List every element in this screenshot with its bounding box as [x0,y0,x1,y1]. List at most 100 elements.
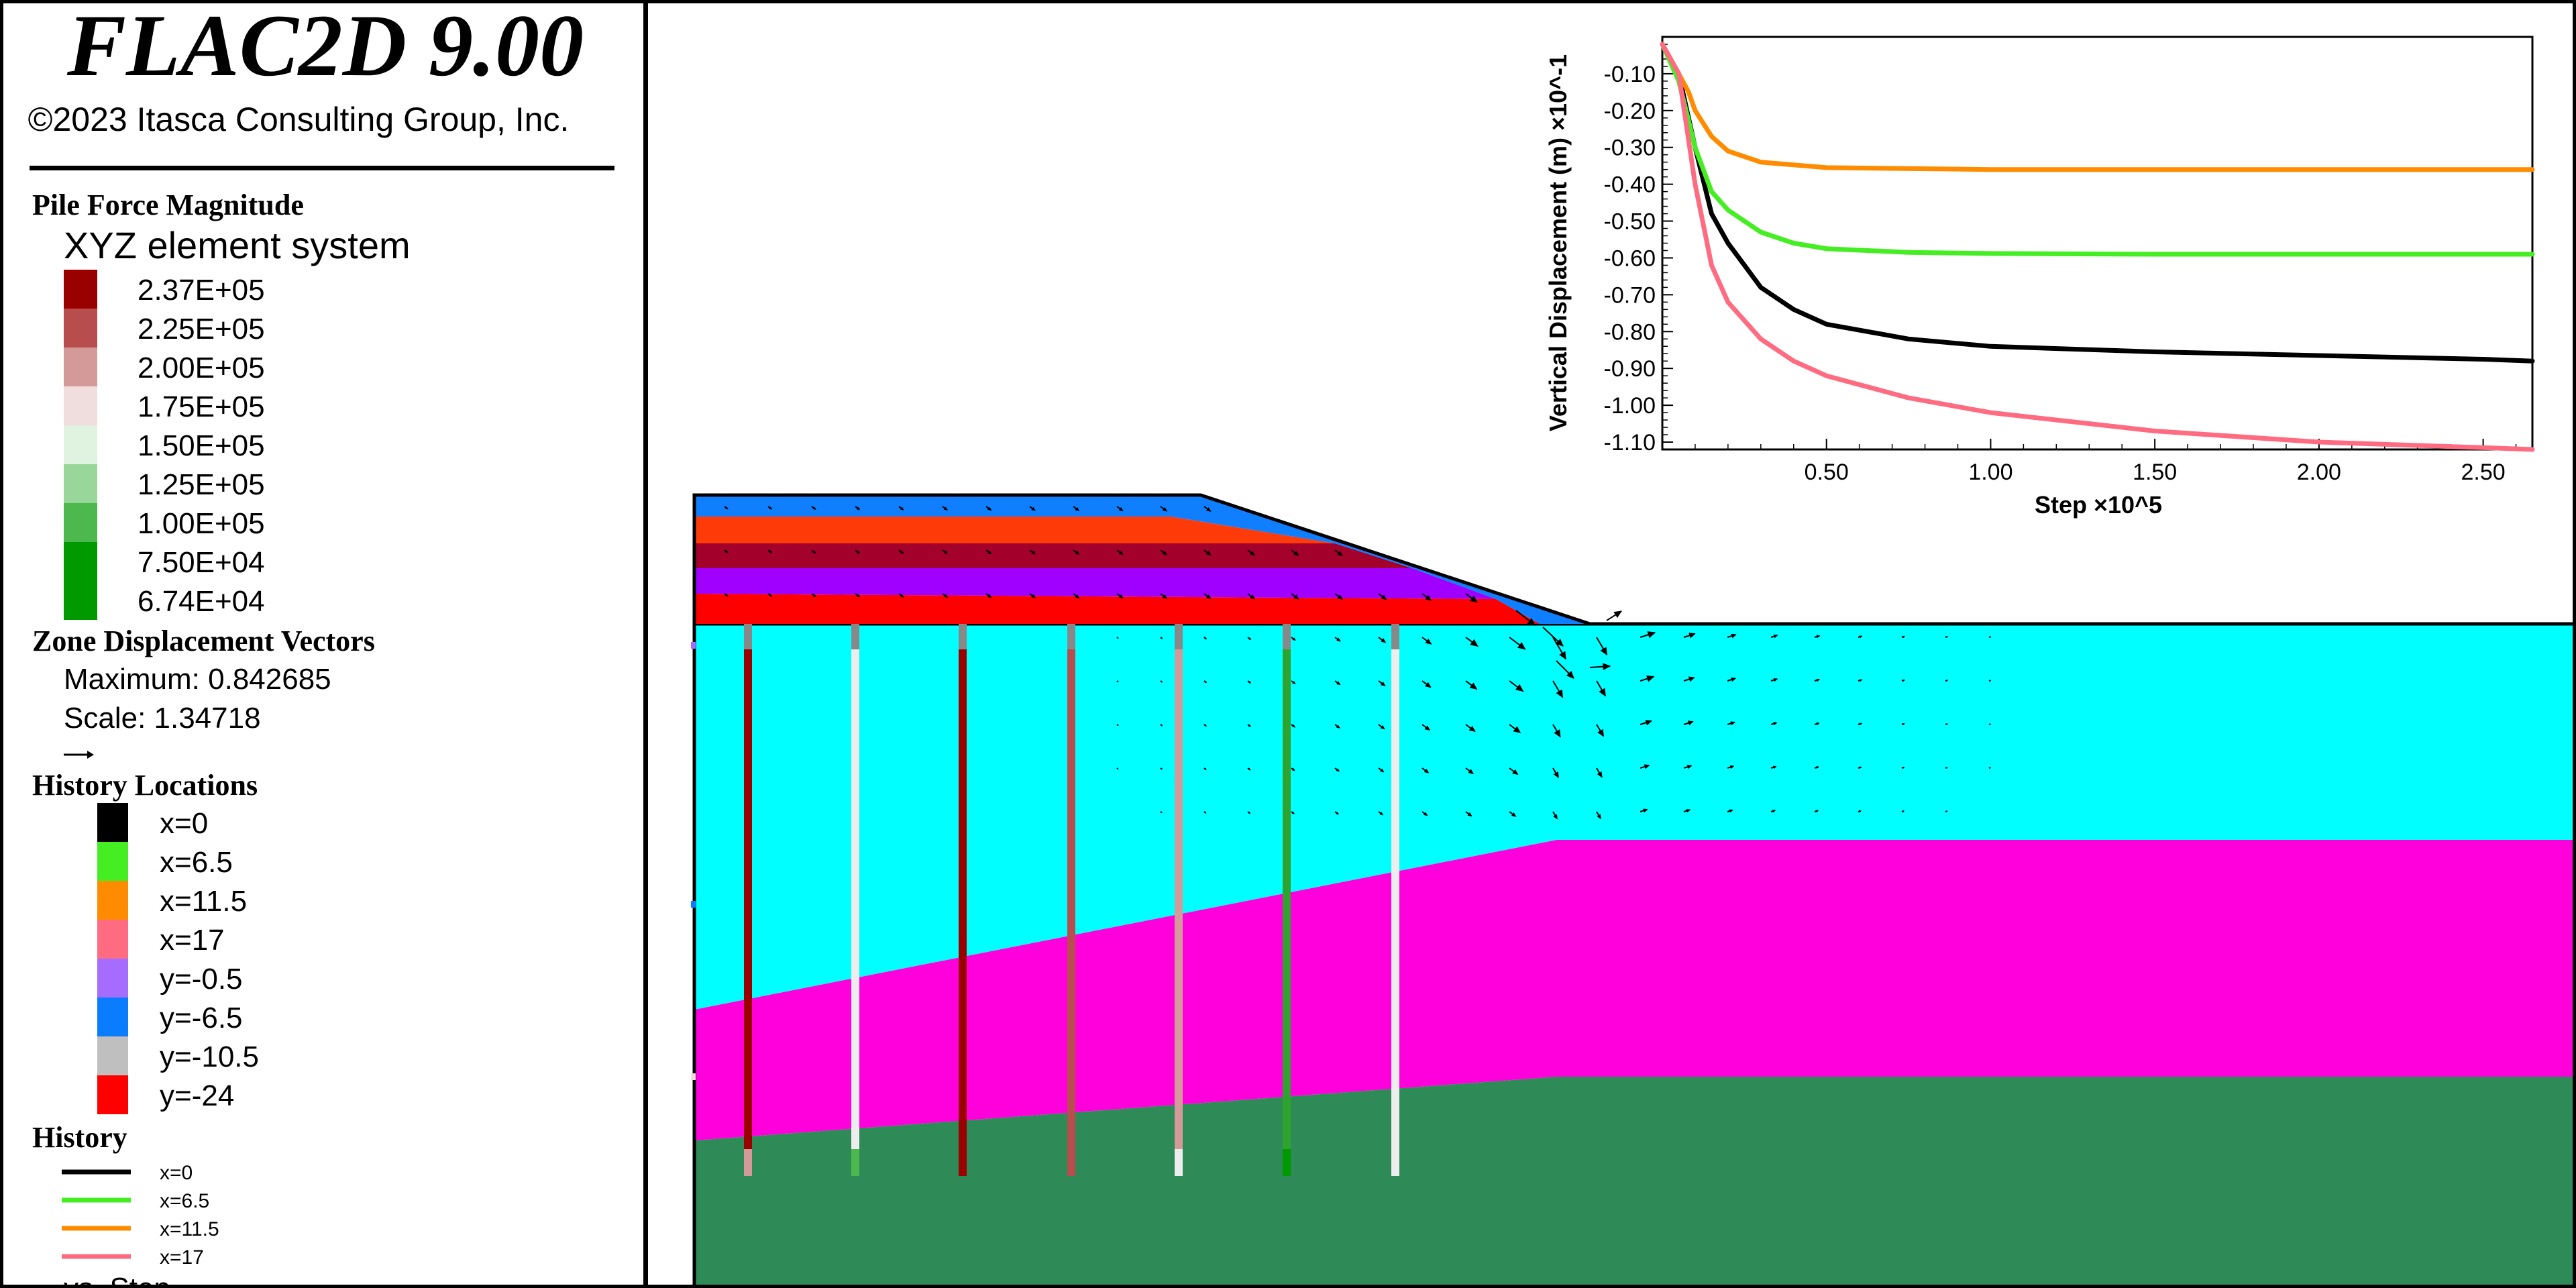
vector-arrowhead [1160,767,1163,770]
pile-cap [1067,624,1075,651]
vector-arrowhead [1772,765,1777,769]
vector-arrowhead [1336,637,1341,642]
chart-x-tick-label: 2.00 [2297,460,2341,485]
chart-series [1660,42,2535,452]
pile-force-subtitle: XYZ element system [64,224,411,266]
vector-arrowhead [725,550,729,553]
vector-arrowhead [1512,769,1519,775]
pile-force-label: 2.37E+05 [138,274,265,307]
vector-arrowhead [1162,550,1168,555]
vector-arrowhead [1644,764,1650,769]
vector-arrowhead [943,594,948,598]
history-title: History [32,1121,127,1154]
pile-tip [1175,1149,1183,1176]
pile-force-label: 1.50E+05 [138,429,265,462]
vector-arrowhead [1380,682,1386,686]
vector-arrowhead [1031,550,1036,555]
soil-layer-middle [694,840,2573,1140]
vector-arrowhead [856,506,861,511]
vector-arrowhead [1731,633,1737,639]
vector-arrowhead [1902,679,1906,682]
vector-arrowhead [1559,651,1566,660]
vector-arrowhead [1945,810,1948,812]
pile-force-label: 1.75E+05 [138,390,265,423]
vector-arrowhead [1688,676,1695,682]
vector-arrowhead [1468,769,1474,774]
pile-force-swatch [64,386,97,425]
vector-arrowhead [1337,551,1343,556]
zone-vectors-scale: Scale: 1.34718 [64,702,261,735]
vector-arrowhead [987,506,992,511]
pile-force-swatch [64,347,97,386]
vector-arrowhead [943,550,948,554]
vector-arrowhead [1816,722,1820,726]
history-marker-y-0.5 [691,642,696,649]
vector-arrowhead [1075,550,1080,555]
vector-arrowhead [1161,724,1163,727]
history-location-swatch [97,998,128,1036]
vector-arrowhead [1513,726,1521,733]
vector-arrowhead [1425,682,1432,688]
vector-arrowhead [1205,507,1212,512]
history-label: x=17 [160,1246,204,1269]
chart-x-label: Step ×10^5 [2035,491,2162,519]
chart-y-label: Vertical Displacement (m) ×10^-1 [1544,54,1572,431]
history-location-swatch [97,1036,128,1075]
vector-arrowhead [769,594,773,597]
vector-arrowhead [1248,811,1251,814]
header-divider [30,166,614,170]
vector-arrowhead [1118,506,1124,512]
vector-arrowhead [856,594,861,598]
chart-x-axis: 0.50 1.00 1.50 2.00 2.50 [1695,439,2517,485]
chart-series-line-2 [1660,42,2535,172]
chart-series-line-0 [1660,42,2535,364]
model-viewport [643,0,2576,1288]
vector-arrowhead [1902,723,1905,725]
vector-arrowhead [1597,729,1604,737]
copyright-text: ©2023 Itasca Consulting Group, Inc. [28,101,570,138]
pile-force-swatch [64,464,97,503]
chart-x-tick-label: 0.50 [1805,460,1849,485]
pile-tip [851,1149,859,1176]
chart-y-tick-label: -0.50 [1604,209,1656,235]
history-location-label: x=6.5 [160,846,233,879]
vector-arrowhead [1729,809,1733,813]
vector-scale-arrow-icon [64,751,94,759]
vector-arrowhead [1816,635,1821,639]
pile-cap [1391,624,1399,651]
vector-arrowhead [1250,551,1255,556]
chart-y-tick-label: -0.20 [1604,99,1656,124]
vector-arrowhead [1645,720,1652,726]
pile-4 [1067,624,1075,1176]
pile-force-swatch [64,425,97,464]
chart-y-tick-label: -0.60 [1604,246,1656,271]
vector-arrowhead [1468,725,1476,733]
chart-y-tick-label: -1.10 [1604,430,1656,455]
chart-series-line-3 [1660,42,2535,452]
vector-arrowhead [1556,689,1564,698]
pile-force-label: 6.74E+04 [138,585,265,618]
zone-vectors-title: Zone Displacement Vectors [32,625,375,657]
history-location-label: x=0 [160,807,208,840]
pile-shaft [1391,649,1399,1149]
vector-arrowhead [1600,647,1607,656]
vector-arrowhead [1291,811,1295,814]
chart-y-tick-label: -0.70 [1604,282,1656,308]
vector-arrowhead [1424,769,1430,773]
embankment-layer-1 [694,495,1590,624]
vector-arrowhead [1613,610,1623,619]
history-location-swatch [97,881,128,920]
chart-y-axis: -0.10 -0.20 -0.30 -0.40 -0.50 -0.60 -0.70 -0.80… [1604,36,1673,455]
vector-arrowhead [1293,551,1299,556]
pile-tip [959,1149,967,1176]
vector-arrowhead [1292,637,1296,641]
pile-tip [1067,1149,1075,1176]
pile-force-swatch [64,503,97,542]
vector-arrowhead [1731,677,1737,682]
chart-y-tick-label: -0.10 [1604,62,1656,87]
pile-shaft [1283,649,1291,1149]
app-title: FLAC2D 9.00 [66,0,584,95]
displacement-vectors [724,506,1992,820]
vector-arrowhead [1859,810,1862,812]
pile-tip [1283,1149,1291,1176]
